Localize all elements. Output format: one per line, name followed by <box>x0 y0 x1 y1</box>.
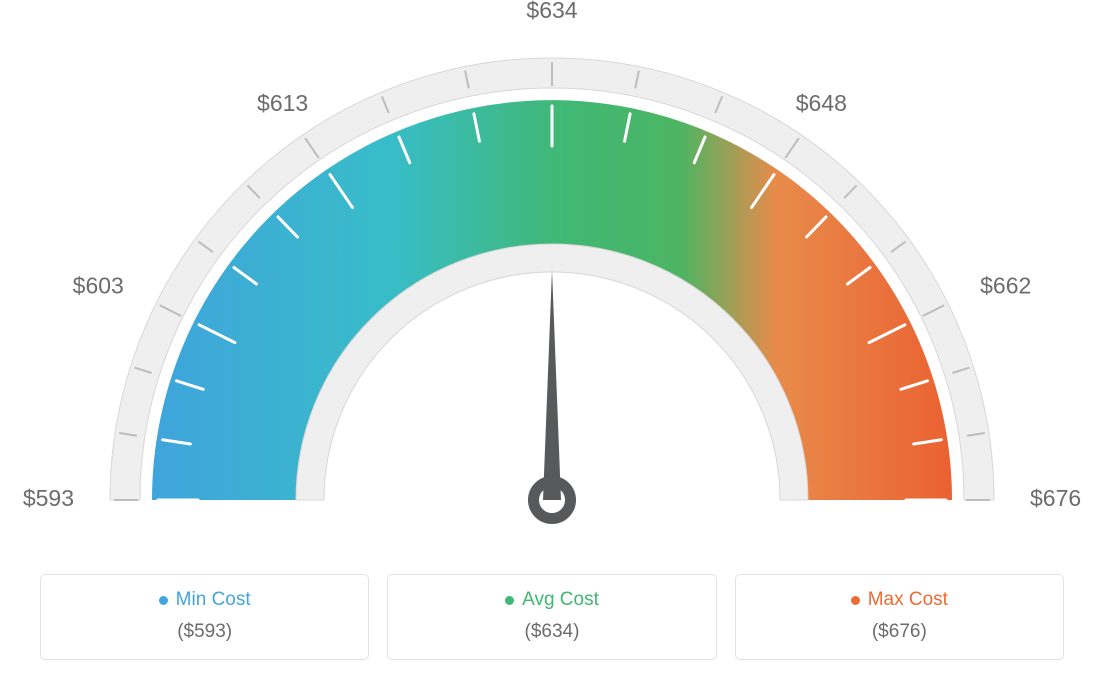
legend-label-min: Min Cost <box>176 589 251 611</box>
legend-value-min: ($593) <box>51 621 358 643</box>
legend-value-max: ($676) <box>746 621 1053 643</box>
svg-text:$634: $634 <box>526 0 577 23</box>
svg-text:$676: $676 <box>1030 485 1081 511</box>
svg-text:$662: $662 <box>980 272 1031 298</box>
legend-card-min: Min Cost ($593) <box>40 574 369 660</box>
legend-label-max: Max Cost <box>868 589 948 611</box>
legend-label-avg: Avg Cost <box>522 589 599 611</box>
svg-text:$648: $648 <box>796 90 847 116</box>
legend-dot-max <box>851 596 860 605</box>
svg-text:$603: $603 <box>73 272 124 298</box>
svg-text:$593: $593 <box>23 485 74 511</box>
legend-card-avg: Avg Cost ($634) <box>387 574 716 660</box>
svg-text:$613: $613 <box>257 90 308 116</box>
legend-dot-min <box>159 596 168 605</box>
legend-dot-avg <box>505 596 514 605</box>
legend-row: Min Cost ($593) Avg Cost ($634) Max Cost… <box>40 574 1064 660</box>
legend-value-avg: ($634) <box>398 621 705 643</box>
cost-gauge-chart: $593 $603 $613 $634 $648 $662 $676 <box>0 0 1104 560</box>
legend-card-max: Max Cost ($676) <box>735 574 1064 660</box>
